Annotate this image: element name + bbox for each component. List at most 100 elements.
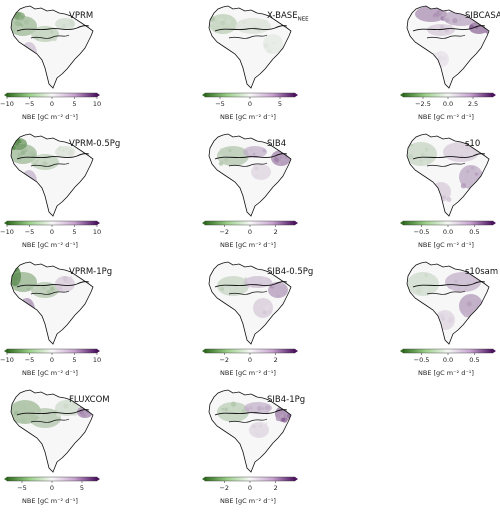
flux-speckle <box>465 145 471 150</box>
colorbar-extend-low <box>400 93 403 97</box>
flux-speckle <box>22 59 29 65</box>
flux-speckle <box>438 60 442 64</box>
flux-region <box>415 6 447 22</box>
flux-speckle <box>441 195 446 200</box>
colorbar-label: NBE [gC m⁻² d⁻¹] <box>220 497 276 505</box>
flux-speckle <box>261 276 266 281</box>
flux-speckle <box>66 27 69 30</box>
panel-title: VPRM-0.5Pg <box>69 139 120 149</box>
colorbar-extend-high <box>97 477 100 481</box>
colorbar-label: NBE [gC m⁻² d⁻¹] <box>220 369 276 377</box>
flux-speckle <box>224 287 230 294</box>
amazon-basin-contour <box>214 25 288 32</box>
flux-speckle <box>220 286 225 292</box>
colorbar-tick-label: 0.5 <box>469 228 479 236</box>
sub-basin-contour <box>426 162 466 167</box>
flux-speckle <box>249 406 253 410</box>
map-svg: −5 0 5 <box>4 389 100 492</box>
colorbar-extend-high <box>493 349 496 353</box>
flux-speckle <box>252 152 256 156</box>
colorbar-extend-high <box>97 349 100 353</box>
colorbar-tick-label: 5 <box>278 100 282 108</box>
colorbar <box>204 220 296 226</box>
flux-speckle <box>438 55 444 61</box>
colorbar <box>204 92 296 98</box>
map-svg: −0.5 0.0 0.5 <box>400 261 496 364</box>
panel-title-text: SIBCASA <box>465 11 500 21</box>
flux-speckle <box>264 306 269 311</box>
flux-speckle <box>463 312 469 318</box>
flux-speckle <box>452 18 458 24</box>
flux-speckle <box>63 403 69 409</box>
flux-speckle <box>225 18 232 24</box>
panel-title: s10 <box>465 139 480 149</box>
panel-title-subscript: NEE <box>297 16 309 23</box>
flux-speckle <box>224 407 229 412</box>
flux-speckle <box>238 408 241 411</box>
map-panel-9: −0.5 0.0 0.5 s10sam NBE [gC m⁻² d⁻¹] <box>396 256 498 384</box>
panel-title-text: SIB4-1Pg <box>267 395 306 405</box>
map-panel-10: −5 0 5 FLUXCOM NBE [gC m⁻² d⁻¹] <box>0 384 110 512</box>
flux-speckle <box>64 19 70 24</box>
colorbar-tick-label: −5 <box>25 356 35 364</box>
flux-speckle <box>485 31 489 34</box>
colorbar-extend-low <box>400 349 403 353</box>
flux-speckle <box>448 316 454 322</box>
flux-speckle <box>67 149 73 155</box>
map-panel-11: −2 0 2 SIB4-1Pg NBE [gC m⁻² d⁻¹] <box>198 384 305 512</box>
flux-speckle <box>50 30 54 34</box>
flux-speckle <box>261 171 266 176</box>
flux-speckle <box>17 139 22 144</box>
flux-speckle <box>424 273 428 277</box>
coastline <box>10 5 94 89</box>
map-panel-6: −0.5 0.0 0.5 s10 NBE [gC m⁻² d⁻¹] <box>396 128 496 256</box>
amazon-basin-contour <box>412 153 486 160</box>
flux-speckle <box>23 406 27 409</box>
flux-speckle <box>422 160 427 165</box>
flux-speckle <box>446 144 450 149</box>
sub-basin-contour <box>426 34 466 39</box>
map-panel-7: −10 −5 0 5 10 VPRM-1Pg NBE [gC m⁻² d⁻¹] <box>0 256 112 384</box>
colorbar <box>402 220 494 226</box>
flux-speckle <box>62 149 65 152</box>
flux-speckle <box>432 190 436 193</box>
colorbar <box>204 348 296 354</box>
map-svg: −2 0 2 <box>202 261 298 364</box>
flux-speckle <box>62 276 68 281</box>
flux-speckle <box>249 18 252 21</box>
colorbar-tick-label: 5 <box>72 100 76 108</box>
colorbar-tick-label: −5 <box>17 484 27 492</box>
colorbar-extend-low <box>202 93 205 97</box>
colorbar-tick-label: 2.5 <box>468 100 478 108</box>
sub-basin-contour <box>426 290 466 295</box>
flux-speckle <box>228 148 232 153</box>
colorbar-tick-label: 10 <box>93 100 101 108</box>
colorbar-tick-label: −5 <box>25 228 35 236</box>
flux-speckle <box>433 195 439 201</box>
flux-speckle <box>252 25 257 29</box>
flux-speckle <box>218 161 224 166</box>
colorbar-tick-label: 0 <box>50 356 54 364</box>
flux-speckle <box>17 152 22 158</box>
colorbar-label: NBE [gC m⁻² d⁻¹] <box>22 497 78 505</box>
flux-speckle <box>269 289 275 295</box>
flux-speckle <box>13 276 18 280</box>
flux-speckle <box>448 23 453 28</box>
amazon-basin-contour <box>214 153 288 160</box>
colorbar <box>6 348 98 354</box>
colorbar-tick-label: 0 <box>248 356 252 364</box>
flux-speckle <box>27 309 31 313</box>
flux-speckle <box>26 189 30 193</box>
flux-speckle <box>69 276 73 280</box>
flux-speckle <box>277 162 282 166</box>
panel-title-text: X-BASE <box>267 11 298 21</box>
flux-speckle <box>40 156 45 161</box>
map-svg: −10 −5 0 5 10 <box>0 133 101 236</box>
flux-speckle <box>277 294 280 298</box>
sub-basin-contour <box>30 418 70 423</box>
flux-speckle <box>265 405 271 411</box>
flux-speckle <box>11 279 13 285</box>
amazon-basin-contour <box>214 281 288 288</box>
flux-speckle <box>46 289 51 295</box>
